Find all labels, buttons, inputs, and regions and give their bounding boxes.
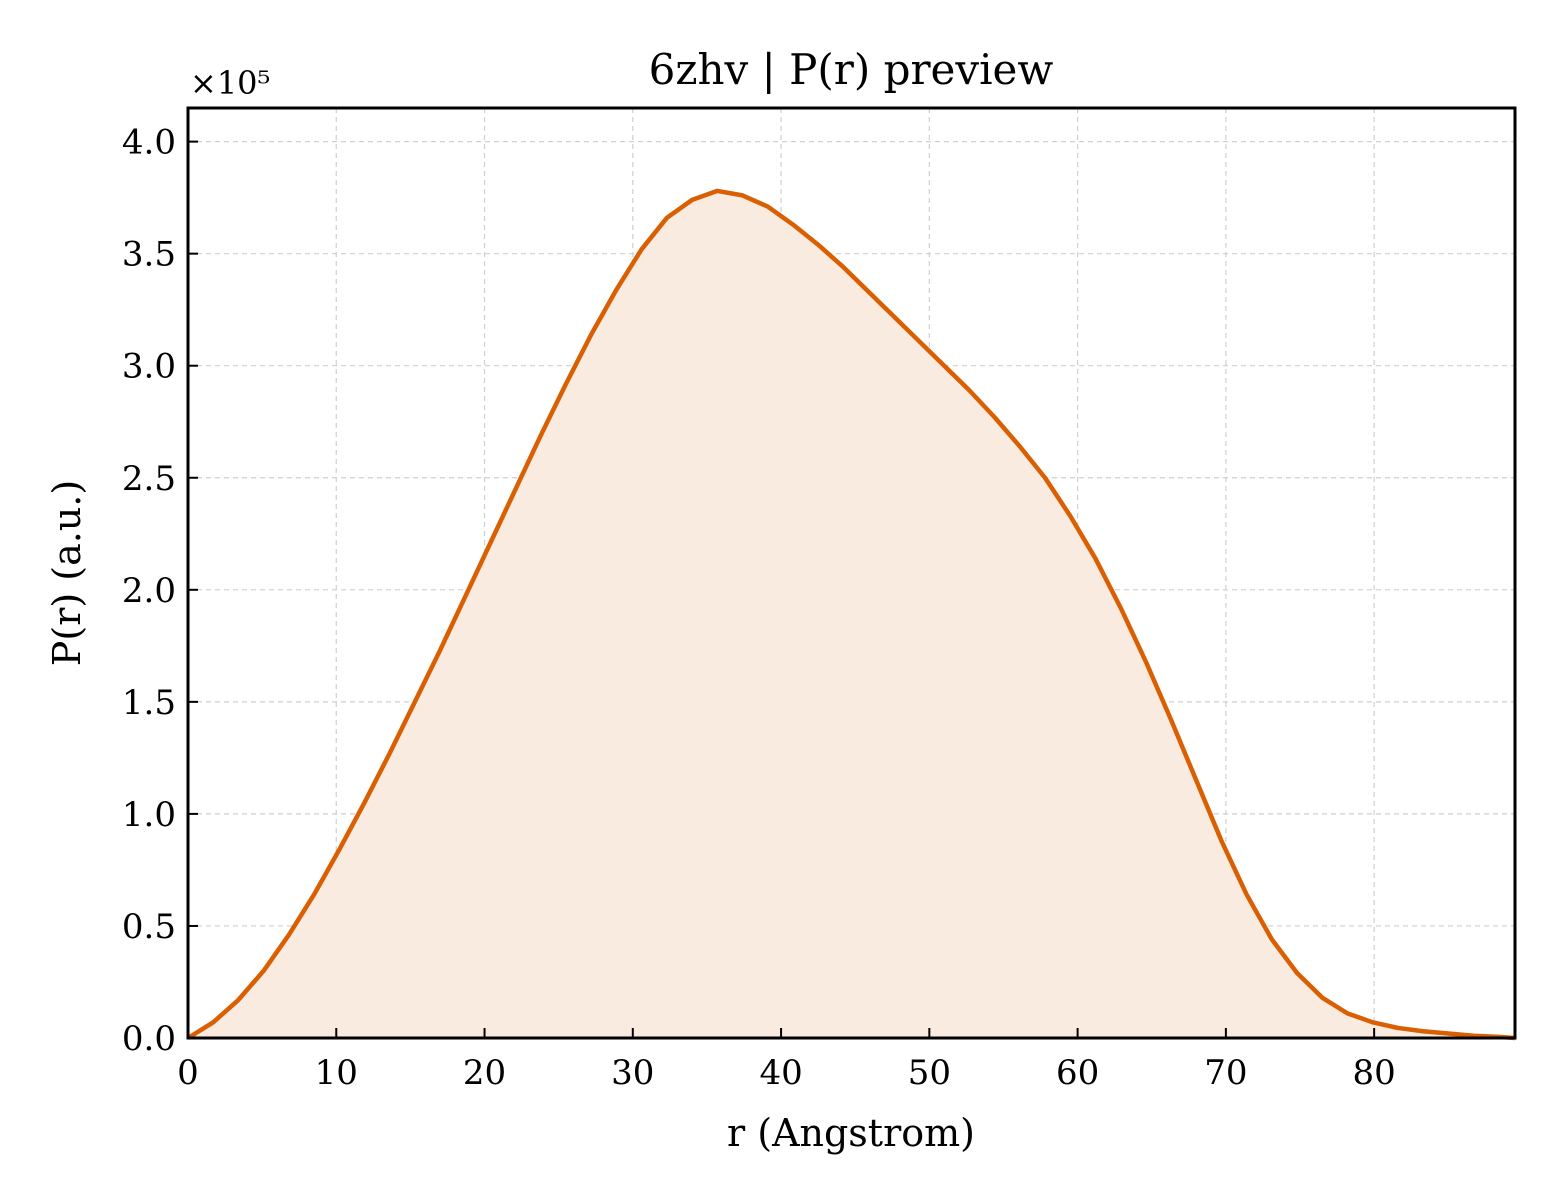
x-tick-label: 30	[611, 1053, 654, 1093]
x-tick-label: 60	[1056, 1053, 1099, 1093]
pr-area-fill	[188, 190, 1515, 1039]
x-tick-label: 80	[1353, 1053, 1396, 1093]
y-tick-label: 2.5	[122, 459, 176, 499]
plot-frame	[186, 106, 1517, 1040]
y-tick-label: 2.0	[122, 571, 176, 611]
x-tick-label: 20	[463, 1053, 506, 1093]
y-tick-label: 0.5	[122, 907, 176, 947]
y-tick-label: 3.5	[122, 235, 176, 275]
x-tick-label: 70	[1204, 1053, 1247, 1093]
y-tick-label: 4.0	[122, 123, 176, 163]
y-axis-label: P(r) (a.u.)	[45, 480, 89, 666]
x-tick-label: 0	[177, 1053, 199, 1093]
x-axis-label: r (Angstrom)	[727, 1111, 975, 1155]
x-tick-label: 10	[315, 1053, 358, 1093]
y-multiplier-label: ×10⁵	[190, 64, 270, 102]
axis-ticks: 0 10 20 30 40 50 60 70 80 0.0 0.5 1.0 1.5 2.0 2.5 3.0 3.…	[122, 123, 1396, 1093]
y-tick-label: 0.0	[122, 1019, 176, 1059]
chart-title: 6zhv | P(r) preview	[649, 45, 1054, 94]
x-tick-label: 40	[759, 1053, 802, 1093]
y-tick-label: 3.0	[122, 347, 176, 387]
y-tick-label: 1.0	[122, 795, 176, 835]
y-tick-label: 1.5	[122, 683, 176, 723]
pr-series-line	[186, 188, 1516, 1041]
x-tick-label: 50	[908, 1053, 951, 1093]
